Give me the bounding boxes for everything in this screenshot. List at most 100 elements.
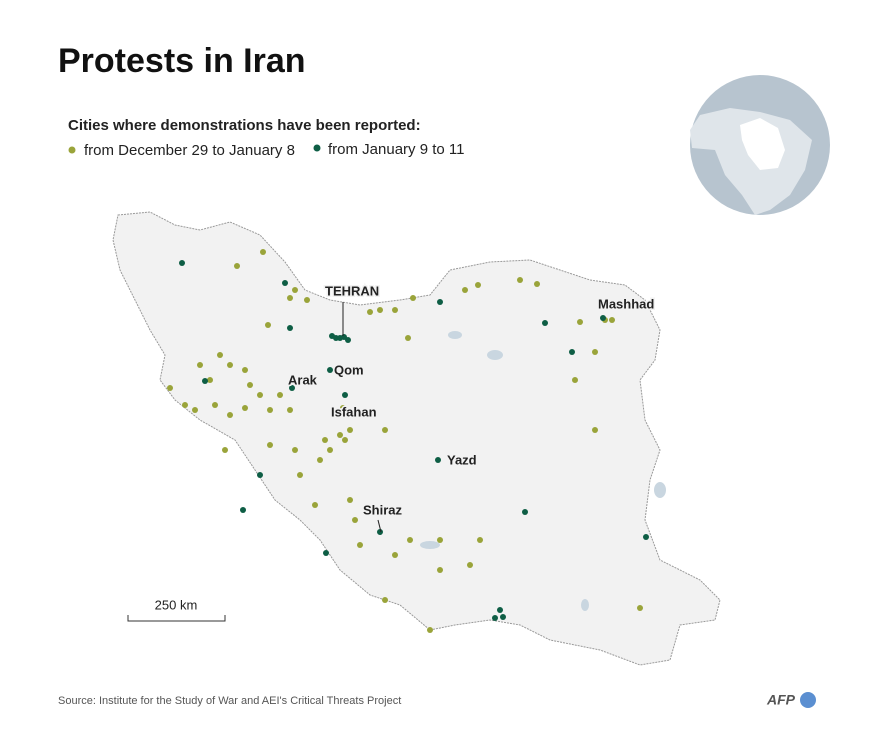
city-label: Shiraz xyxy=(363,502,403,517)
city-dot xyxy=(342,392,348,398)
city-dot xyxy=(352,517,358,523)
city-dot xyxy=(600,315,606,321)
city-dot xyxy=(182,402,188,408)
city-dot xyxy=(240,507,246,513)
leader-line xyxy=(377,519,382,533)
city-dot xyxy=(462,287,468,293)
legend-title: Cities where demonstrations have been re… xyxy=(68,117,421,134)
city-dot xyxy=(322,437,328,443)
city-dot xyxy=(227,362,233,368)
city-dot xyxy=(297,472,303,478)
city-dot xyxy=(197,362,203,368)
city-label: Qom xyxy=(334,362,364,377)
city-dot xyxy=(427,627,433,633)
city-dot xyxy=(437,567,443,573)
city-dot xyxy=(292,287,298,293)
legend-label: from December 29 to January 8 xyxy=(84,142,295,159)
city-dot xyxy=(392,307,398,313)
city-dot xyxy=(167,385,173,391)
city-dot xyxy=(342,437,348,443)
city-dot xyxy=(392,552,398,558)
city-dot xyxy=(207,377,213,383)
city-dot xyxy=(287,295,293,301)
city-dot xyxy=(217,352,223,358)
city-dot xyxy=(345,337,351,343)
city-dot xyxy=(287,407,293,413)
city-dot xyxy=(234,263,240,269)
city-dot xyxy=(257,392,263,398)
legend-label: from January 9 to 11 xyxy=(328,141,464,158)
city-dot xyxy=(347,427,353,433)
city-label: TEHRAN xyxy=(325,283,379,298)
city-dot xyxy=(267,442,273,448)
city-dot xyxy=(377,307,383,313)
city-dot xyxy=(377,529,383,535)
city-dot xyxy=(407,537,413,543)
city-dot xyxy=(292,447,298,453)
city-dot xyxy=(179,260,185,266)
city-dot xyxy=(257,472,263,478)
city-dot xyxy=(202,378,208,384)
source: Source: Institute for the Study of War a… xyxy=(58,695,401,707)
city-dot xyxy=(410,295,416,301)
city-label: Yazd xyxy=(447,452,477,467)
legend-dot xyxy=(313,144,321,152)
city-dot xyxy=(287,325,293,331)
markers xyxy=(167,249,649,633)
city-dot xyxy=(242,367,248,373)
city-dot xyxy=(340,405,346,411)
city-dot xyxy=(609,317,615,323)
city-dot xyxy=(212,402,218,408)
city-dot xyxy=(289,385,295,391)
city-dot xyxy=(497,607,503,613)
city-dot xyxy=(437,537,443,543)
city-dot xyxy=(357,542,363,548)
scale-bar xyxy=(127,615,226,622)
city-dot xyxy=(492,615,498,621)
city-dot xyxy=(337,432,343,438)
city-dot xyxy=(569,349,575,355)
city-dot xyxy=(277,392,283,398)
globe xyxy=(690,75,830,215)
city-dot xyxy=(327,367,333,373)
city-label: Arak xyxy=(288,372,318,387)
city-label: Isfahan xyxy=(331,404,377,419)
city-dot xyxy=(592,349,598,355)
city-dot xyxy=(542,320,548,326)
city-label: Mashhad xyxy=(598,296,654,311)
city-dot xyxy=(323,550,329,556)
city-dot xyxy=(522,509,528,515)
city-dot xyxy=(475,282,481,288)
city-dot xyxy=(500,614,506,620)
city-dot xyxy=(282,280,288,286)
title: Protests in Iran xyxy=(58,42,306,80)
city-dot xyxy=(267,407,273,413)
city-dot xyxy=(405,335,411,341)
scale-label: 250 km xyxy=(155,597,198,612)
city-dot xyxy=(247,382,253,388)
city-dot xyxy=(304,297,310,303)
city-dot xyxy=(637,605,643,611)
city-dot xyxy=(382,597,388,603)
lakes xyxy=(420,331,666,611)
city-dot xyxy=(592,427,598,433)
city-dot xyxy=(347,497,353,503)
city-dot xyxy=(367,309,373,315)
city-dot xyxy=(382,427,388,433)
city-dot xyxy=(317,457,323,463)
city-dot xyxy=(577,319,583,325)
city-dot xyxy=(222,447,228,453)
city-dot xyxy=(517,277,523,283)
logo-dot xyxy=(800,692,816,708)
city-dot xyxy=(260,249,266,255)
city-dot xyxy=(242,405,248,411)
city-dot xyxy=(437,299,443,305)
city-dot xyxy=(327,447,333,453)
city-dot xyxy=(643,534,649,540)
logo: AFP xyxy=(766,692,796,708)
city-dot xyxy=(435,457,441,463)
city-dot xyxy=(477,537,483,543)
city-dot xyxy=(192,407,198,413)
